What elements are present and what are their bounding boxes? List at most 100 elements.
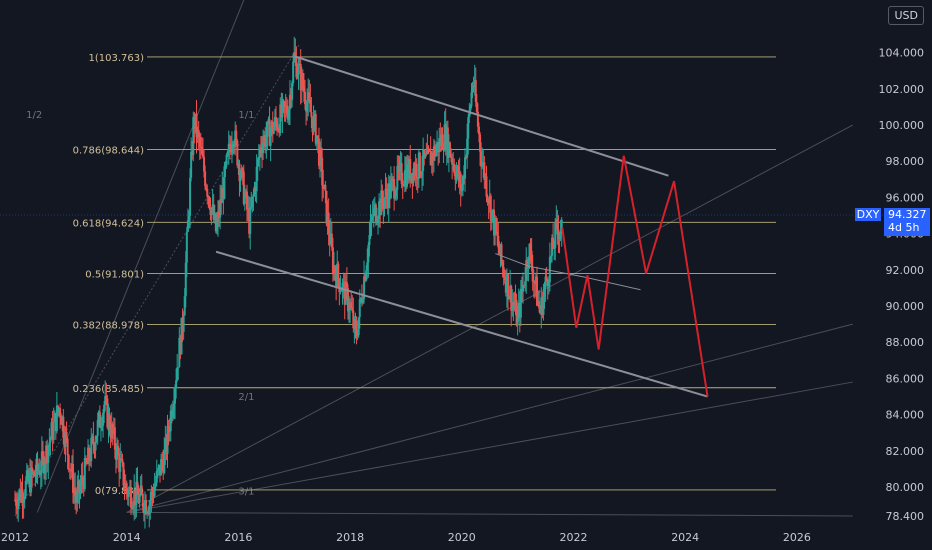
candle-body bbox=[252, 194, 255, 197]
time-tick-label: 2020 bbox=[448, 531, 476, 544]
candle-body bbox=[121, 459, 124, 463]
candle-body bbox=[50, 422, 53, 439]
candle-body bbox=[311, 117, 314, 133]
candle-body bbox=[556, 219, 559, 230]
price-tick-label: 88.000 bbox=[886, 336, 925, 349]
candle-body bbox=[95, 435, 98, 442]
candle-body bbox=[42, 456, 45, 474]
candle-body bbox=[477, 126, 480, 135]
candle-body bbox=[357, 317, 360, 336]
candle-body bbox=[154, 482, 157, 487]
candle-body bbox=[240, 168, 243, 178]
candle-body bbox=[183, 296, 186, 316]
candle-body bbox=[352, 310, 355, 329]
gann-label: 2/1 bbox=[238, 392, 254, 403]
candle-body bbox=[483, 162, 486, 181]
candle-body bbox=[120, 458, 123, 460]
candle-body bbox=[480, 151, 483, 167]
candle-body bbox=[457, 166, 460, 182]
candle-body bbox=[210, 208, 213, 216]
candle-body bbox=[319, 147, 322, 166]
gann-label: 1/2 bbox=[26, 110, 42, 121]
candle-body bbox=[415, 163, 418, 179]
candle-body bbox=[328, 233, 331, 245]
candle-body bbox=[242, 171, 245, 204]
candle-body bbox=[545, 276, 548, 280]
candle-body bbox=[70, 463, 73, 472]
candle-body bbox=[346, 288, 349, 312]
candle-body bbox=[399, 163, 402, 165]
candle-body bbox=[374, 204, 377, 223]
candle-body bbox=[194, 113, 197, 129]
candle-body bbox=[380, 190, 383, 216]
candle-body bbox=[102, 412, 105, 426]
candle-body bbox=[104, 395, 107, 405]
candle-body bbox=[226, 151, 229, 155]
candle-body bbox=[90, 437, 93, 462]
candle-body bbox=[171, 409, 174, 418]
gann-dotted-line bbox=[14, 43, 301, 517]
candle-body bbox=[261, 148, 264, 154]
minor-trend-line bbox=[495, 253, 641, 291]
candle-body bbox=[482, 162, 485, 164]
gann-fan-line bbox=[126, 511, 853, 517]
candle-body bbox=[351, 307, 354, 311]
candle-body bbox=[402, 185, 405, 187]
candle-body bbox=[436, 142, 439, 150]
candle-body bbox=[205, 186, 208, 189]
price-projection bbox=[561, 155, 709, 397]
candle-body bbox=[172, 403, 175, 410]
candle-body bbox=[513, 305, 516, 309]
candle-body bbox=[134, 489, 137, 506]
last-price-value: 94.327 bbox=[888, 208, 927, 221]
currency-badge[interactable]: USD bbox=[888, 6, 924, 25]
candle-body bbox=[97, 411, 100, 421]
candle-body bbox=[531, 267, 534, 282]
bar-countdown: 4d 5h bbox=[888, 221, 920, 234]
candle-body bbox=[315, 135, 318, 144]
candle-body bbox=[390, 178, 393, 182]
candle-body bbox=[64, 431, 67, 447]
candle-body bbox=[472, 85, 475, 88]
candle-body bbox=[464, 157, 467, 179]
candle-body bbox=[504, 280, 507, 293]
candle-body bbox=[153, 486, 156, 497]
candle-body bbox=[466, 138, 469, 158]
candle-body bbox=[353, 319, 356, 329]
candle-body bbox=[306, 101, 309, 112]
candle-body bbox=[146, 512, 149, 514]
candle-body bbox=[324, 184, 327, 191]
candle-body bbox=[88, 447, 91, 461]
candle-body bbox=[467, 117, 470, 139]
candle-body bbox=[395, 189, 398, 197]
candle-body bbox=[383, 198, 386, 209]
candle-body bbox=[549, 255, 552, 257]
candle-body bbox=[215, 222, 218, 232]
candle-body bbox=[296, 74, 299, 78]
candle-body bbox=[256, 159, 259, 167]
gann-label: 3/1 bbox=[238, 486, 254, 497]
candle-body bbox=[387, 183, 390, 208]
candle-body bbox=[314, 113, 317, 144]
candle-body bbox=[74, 488, 77, 496]
candle-body bbox=[98, 411, 101, 428]
candle-body bbox=[266, 122, 269, 137]
candle-body bbox=[496, 231, 499, 236]
candle-body bbox=[384, 188, 387, 199]
candle-body bbox=[334, 266, 337, 275]
candle-body bbox=[168, 431, 171, 433]
candle-body bbox=[207, 196, 210, 198]
candle-body bbox=[239, 177, 242, 182]
candle-body bbox=[177, 367, 180, 369]
candle-body bbox=[373, 204, 376, 208]
candle-body bbox=[191, 151, 194, 155]
candle-body bbox=[312, 115, 315, 133]
candle-body bbox=[222, 187, 225, 199]
candle-body bbox=[553, 247, 556, 249]
candle-body bbox=[555, 219, 558, 223]
candle-body bbox=[427, 148, 430, 152]
candle-body bbox=[366, 262, 369, 271]
candle-body bbox=[250, 206, 253, 208]
candle-body bbox=[313, 113, 316, 116]
